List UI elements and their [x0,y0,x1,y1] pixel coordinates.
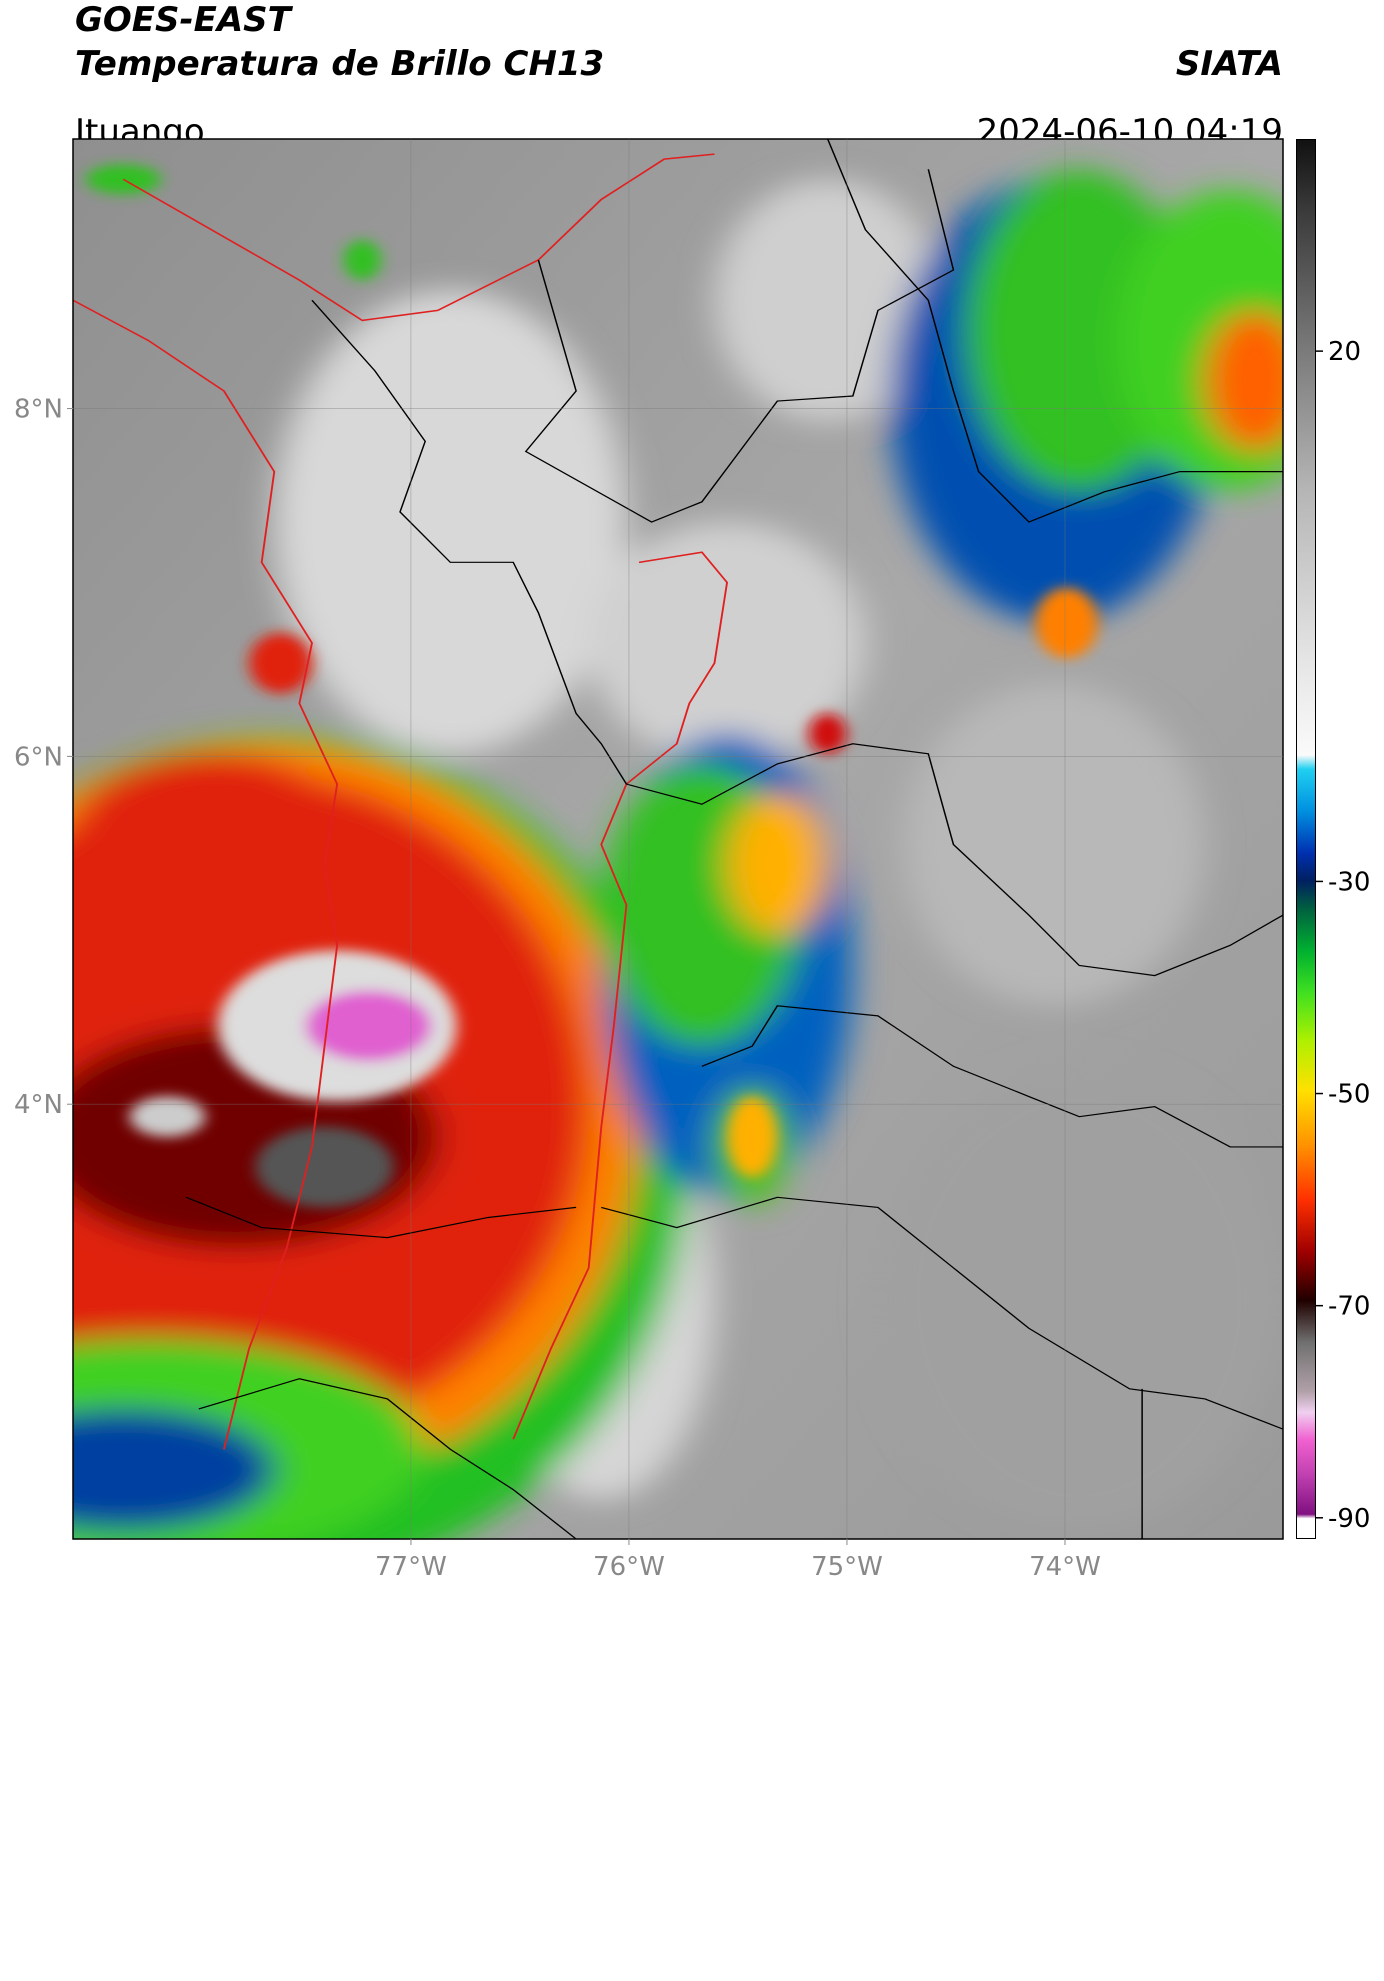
satellite-map [73,139,1283,1539]
colorbar-tick-label: -30 [1328,867,1370,897]
title: GOES-EAST [75,0,291,40]
lon-tick-label: 76°W [593,1552,665,1582]
lon-tick-label: 77°W [375,1552,447,1582]
colorbar [1296,139,1316,1539]
lat-tick-label: 6°N [14,742,63,772]
source: SIATA [1175,44,1283,84]
colorbar-tick-label: 20 [1328,337,1361,367]
colorbar-tick-label: -90 [1328,1504,1370,1534]
colorbar-tick-label: -50 [1328,1080,1370,1110]
subtitle: Temperatura de Brillo CH13 [75,44,605,84]
lat-tick-label: 8°N [14,395,63,425]
lat-tick-label: 4°N [14,1090,63,1120]
colorbar-tick-label: -70 [1328,1292,1370,1322]
lon-tick-label: 74°W [1029,1552,1101,1582]
lon-tick-label: 75°W [811,1552,883,1582]
